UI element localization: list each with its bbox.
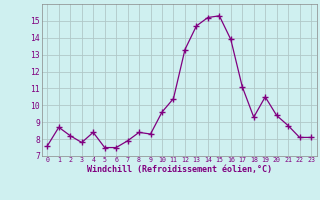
X-axis label: Windchill (Refroidissement éolien,°C): Windchill (Refroidissement éolien,°C) [87, 165, 272, 174]
